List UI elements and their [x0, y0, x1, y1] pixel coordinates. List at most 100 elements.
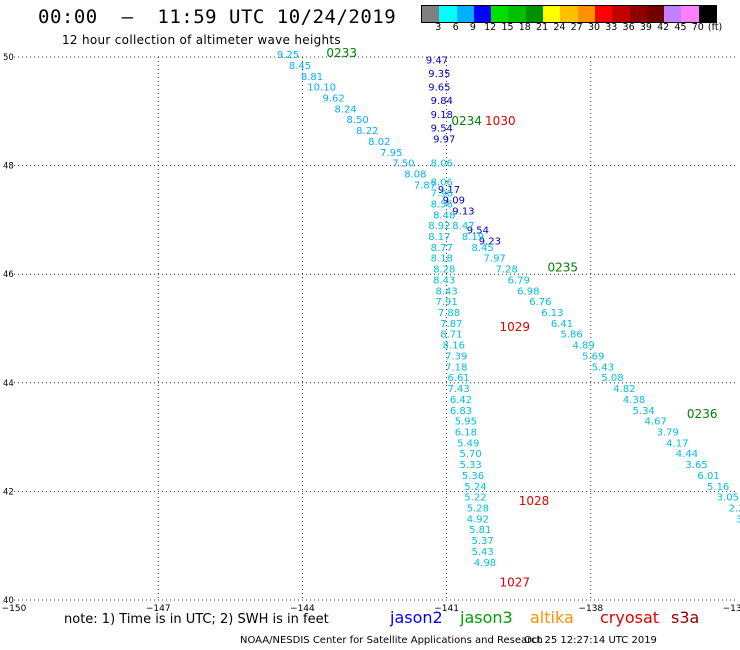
pass-time-label: 1028: [519, 494, 550, 508]
wave-height-value: 3.05: [717, 493, 739, 504]
wave-height-value: 8.06: [431, 159, 453, 170]
wave-height-value: 9.47: [426, 56, 448, 67]
color-legend-bar: [421, 5, 718, 23]
wave-height-value: 6.13: [541, 308, 563, 319]
satellite-jason3-label: jason3: [460, 608, 513, 627]
wave-height-value: 9.54: [467, 225, 489, 236]
wave-height-value: 4.67: [645, 417, 667, 428]
color-swatch-6: [525, 6, 544, 22]
wave-height-value: 9.13: [452, 206, 474, 217]
color-legend-label: 39: [639, 22, 652, 33]
color-swatch-7: [543, 6, 561, 22]
wave-height-value: 6.79: [508, 275, 530, 286]
wave-height-value: 5.49: [457, 438, 479, 449]
lat-label: 40: [3, 596, 14, 606]
color-legend-label: 9: [469, 22, 476, 33]
wave-height-value: 8.77: [431, 243, 453, 254]
wave-height-value: 5.28: [467, 503, 489, 514]
satellite-cryosat-label: cryosat: [600, 608, 660, 627]
pass-time-label: 0235: [548, 260, 579, 274]
wave-height-value: 8.19: [462, 232, 484, 243]
wave-height-value: 8.50: [347, 115, 369, 126]
satellite-jason2-label: jason2: [390, 608, 443, 627]
wave-height-value: 9.84: [431, 96, 453, 107]
wave-height-value: 5.24: [464, 482, 486, 493]
wave-height-value: 9.65: [428, 83, 450, 94]
wave-height-value: 6.18: [455, 427, 477, 438]
wave-height-value: 4.92: [467, 514, 489, 525]
wave-height-value: 5.95: [455, 417, 477, 428]
wave-height-value: 4.98: [474, 558, 496, 569]
color-legend-label: 45: [674, 22, 687, 33]
wave-height-value: 5.70: [460, 449, 482, 460]
color-legend-label: 6: [452, 22, 459, 33]
wave-height-value: 9.23: [479, 236, 501, 247]
color-swatch-12: [629, 6, 647, 22]
lon-label: −150: [2, 604, 27, 614]
wave-height-value: 7.91: [435, 297, 457, 308]
color-swatch-4: [491, 6, 509, 22]
color-legend-label: 70: [691, 22, 704, 33]
generation-timestamp: Oct 25 12:27:14 UTC 2019: [524, 635, 657, 646]
wave-height-value: 9.35: [428, 69, 450, 80]
wave-height-value: 8.24: [335, 104, 357, 115]
wave-height-value: 9.97: [433, 134, 455, 145]
footer-note: note: 1) Time is in UTC; 2) SWH is in fe…: [64, 612, 329, 627]
wave-height-value: 7.43: [447, 384, 469, 395]
color-legend-label: 21: [536, 22, 549, 33]
wave-height-value: 8.48: [433, 210, 455, 221]
wave-height-value: 7.18: [445, 362, 467, 373]
wave-height-value: 7.28: [496, 265, 518, 276]
color-legend-label: 3: [435, 22, 442, 33]
wave-height-value: 10.10: [307, 83, 336, 94]
color-swatch-11: [612, 6, 630, 22]
wave-height-value: 8.92: [428, 221, 450, 232]
wave-height-value: 6.41: [551, 319, 573, 330]
wave-height-value: 9.62: [323, 94, 345, 105]
wave-height-value: 5.43: [592, 362, 614, 373]
wave-height-value: 8.45: [472, 243, 494, 254]
wave-height-value: 8.71: [440, 330, 462, 341]
color-legend-label: 36: [622, 22, 635, 33]
wave-height-value: 7.95: [380, 148, 402, 159]
wave-height-value: 5.37: [472, 536, 494, 547]
lon-label: −144: [290, 604, 315, 614]
wave-height-value: 5.16: [707, 482, 729, 493]
wave-height-value: 9.09: [443, 196, 465, 207]
color-swatch-10: [594, 6, 613, 22]
lon-label: −135: [723, 604, 740, 614]
color-legend-label: 33: [605, 22, 618, 33]
pass-time-label: 0234: [451, 114, 482, 128]
satellite-s3a-label: s3a: [671, 608, 700, 627]
wave-height-value: 9.25: [277, 50, 299, 61]
wave-height-value: 7.87: [440, 319, 462, 330]
color-swatch-13: [646, 6, 665, 22]
map-title: 00:00 – 11:59 UTC 10/24/2019: [38, 6, 397, 28]
color-legend-label: 27: [570, 22, 583, 33]
pass-time-label: 0233: [326, 46, 357, 60]
wave-height-value: 7.88: [438, 308, 460, 319]
wave-height-value: 8.45: [289, 61, 311, 72]
wave-height-value: 8.81: [301, 72, 323, 83]
wave-height-value: 6.42: [450, 395, 472, 406]
wave-height-value: 8.18: [431, 254, 453, 265]
color-swatch-0: [422, 6, 440, 22]
color-swatch-16: [698, 6, 717, 22]
color-legend-labels: 3 6 9 12 15 18 21 24 27 30 33 36 39 42 45 70 (ft): [421, 22, 740, 34]
color-legend-label: (ft): [707, 22, 723, 33]
wave-height-value: 4.38: [623, 395, 645, 406]
wave-height-value: 3.65: [685, 460, 707, 471]
wave-height-value: 6.76: [529, 297, 551, 308]
wave-height-value: 3.30: [736, 514, 740, 525]
wave-height-value: 7.96: [431, 189, 453, 200]
wave-height-value: 8.56: [431, 199, 453, 210]
wave-height-value: 9.18: [431, 110, 453, 121]
pass-time-label: 1030: [485, 114, 516, 128]
color-swatch-14: [664, 6, 682, 22]
color-swatch-9: [577, 6, 595, 22]
credit-text: NOAA/NESDIS Center for Satellite Applica…: [240, 635, 543, 646]
map-subtitle: 12 hour collection of altimeter wave hei…: [62, 33, 341, 47]
color-swatch-8: [560, 6, 578, 22]
color-legend-label: 18: [518, 22, 531, 33]
wave-height-value: 8.43: [433, 275, 455, 286]
